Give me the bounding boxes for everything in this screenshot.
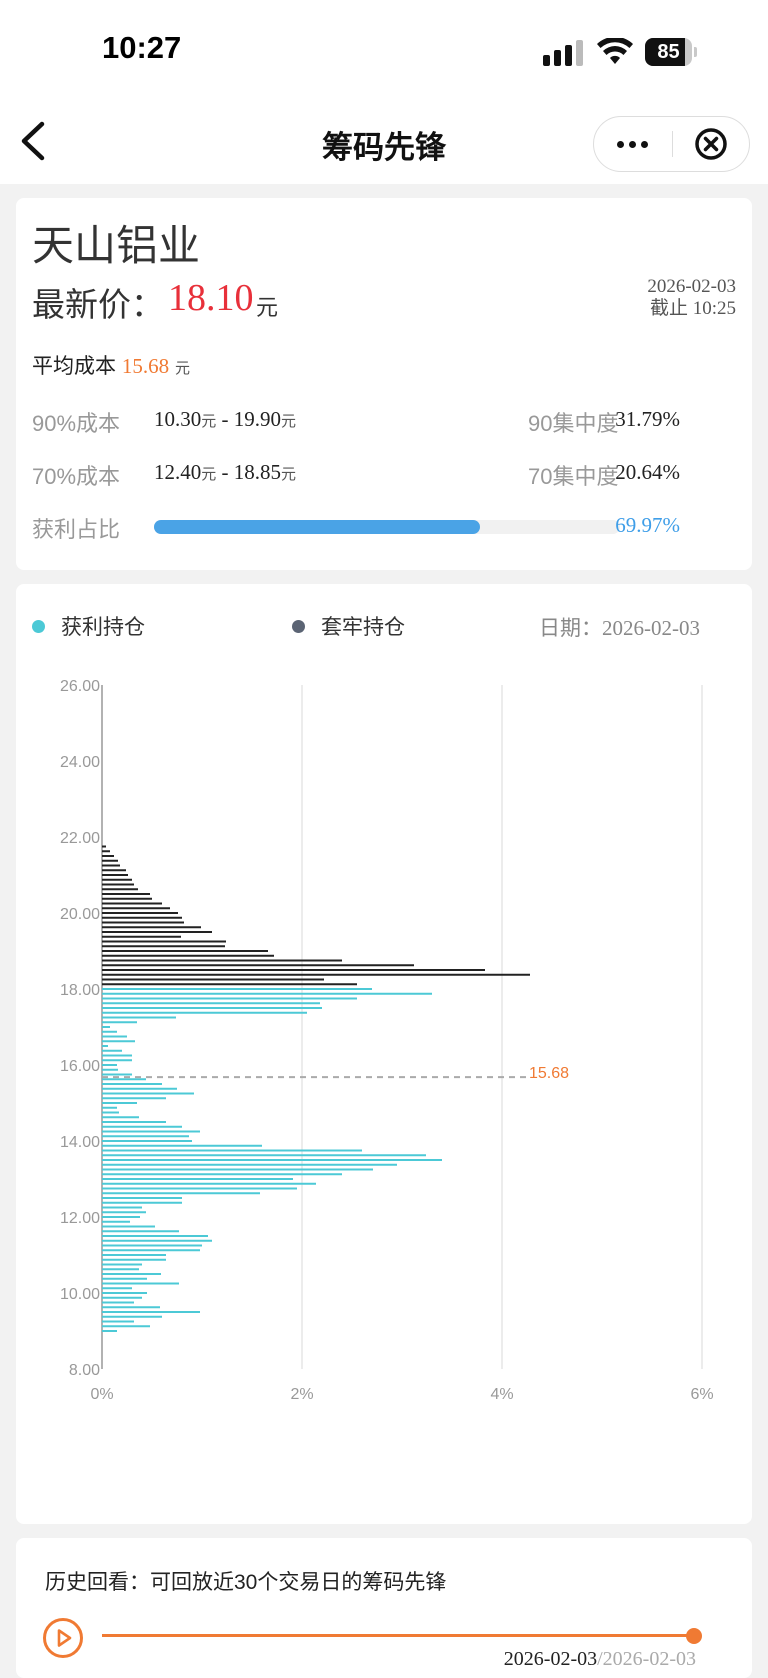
quote-time: 截止 10:25 <box>649 298 736 319</box>
legend-profit-label: 获利持仓 <box>61 616 145 639</box>
y-tick-label: 8.00 <box>69 1362 100 1379</box>
y-tick-label: 22.00 <box>60 830 100 847</box>
slider-track <box>102 1634 696 1637</box>
latest-price: 18.10 <box>168 277 254 319</box>
x-tick-label: 2% <box>290 1386 313 1403</box>
profit-ratio-label: 获利占比 <box>32 517 121 542</box>
average-cost-label: 平均成本 <box>32 355 116 378</box>
cost70-low: 12.40 <box>154 460 202 484</box>
average-cost-unit: 元 <box>174 360 190 377</box>
y-tick-label: 16.00 <box>60 1058 100 1075</box>
legend-trapped-label: 套牢持仓 <box>321 616 405 639</box>
profit-ratio-value: 69.97% <box>615 513 680 537</box>
wifi-icon <box>597 38 633 64</box>
page-title: 筹码先锋 <box>322 130 446 165</box>
chart-date: 日期：2026-02-03 <box>539 612 700 642</box>
average-cost: 平均成本 15.68 元 <box>32 350 190 380</box>
dot-icon <box>629 141 636 148</box>
legend-profit: 获利持仓 <box>32 611 145 641</box>
profit-ratio-fill <box>154 520 481 534</box>
history-current-date: 2026-02-03 <box>503 1648 598 1670</box>
average-cost-line-label: 15.68 <box>529 1065 569 1082</box>
mini-program-capsule <box>593 116 750 172</box>
history-title: 历史回看：可回放近30个交易日的筹码先锋 <box>45 1571 447 1594</box>
legend-trapped: 套牢持仓 <box>292 611 405 641</box>
conc90-label: 90集中度 <box>528 411 619 436</box>
chip-distribution-card: 获利持仓 套牢持仓 日期：2026-02-03 0% 2% 4% 6% 8.00 10.0… <box>16 584 752 1524</box>
latest-price-label: 最新价： <box>32 286 164 323</box>
history-end-date: /2026-02-03 <box>597 1648 696 1670</box>
cost70-label: 70%成本 <box>32 464 121 489</box>
cost90-range: 10.30元 - 19.90元 <box>154 407 296 432</box>
status-bar: 10:27 85 <box>0 0 768 104</box>
play-icon[interactable] <box>42 1617 84 1659</box>
battery-icon: 85 <box>645 38 697 66</box>
cost90-high: 19.90 <box>233 407 282 431</box>
profit-ratio-bar <box>154 520 620 534</box>
conc70-value: 20.64% <box>615 460 680 484</box>
stock-info-card: 天山铝业 最新价： 18.10 元 2026-02-03 截止 10:25 平均… <box>16 198 752 570</box>
range-separator: - <box>216 407 234 431</box>
battery-level: 85 <box>657 41 680 63</box>
navigation-bar: 筹码先锋 <box>0 104 768 184</box>
conc90-value: 31.79% <box>615 407 680 431</box>
legend-dot-icon <box>32 620 45 633</box>
unit: 元 <box>201 414 217 430</box>
y-tick-label: 14.00 <box>60 1134 100 1151</box>
history-date: 2026-02-03/2026-02-03 <box>504 1648 696 1671</box>
cellular-signal-icon <box>543 40 585 66</box>
as-of-time: 2026-02-03 截止 10:25 <box>647 276 736 320</box>
price-unit: 元 <box>256 295 279 320</box>
clock: 10:27 <box>102 30 182 65</box>
average-cost-value: 15.68 <box>121 354 170 378</box>
unit: 元 <box>281 467 297 483</box>
quote-date: 2026-02-03 <box>647 276 736 297</box>
unit: 元 <box>201 467 217 483</box>
legend-dot-icon <box>292 620 305 633</box>
capsule-divider <box>672 131 673 157</box>
chart-date-value: 2026-02-03 <box>602 616 700 640</box>
y-tick-label: 10.00 <box>60 1286 100 1303</box>
history-replay-card: 历史回看：可回放近30个交易日的筹码先锋 2026-02-03/2026-02-… <box>16 1538 752 1678</box>
chip-distribution-chart: 0% 2% 4% 6% 8.00 10.00 12.00 14.00 16.00 18.00 20.… <box>60 678 714 1403</box>
dot-icon <box>617 141 624 148</box>
range-separator: - <box>216 460 234 484</box>
cost70-range: 12.40元 - 18.85元 <box>154 460 296 485</box>
x-tick-label: 0% <box>90 1386 113 1403</box>
y-tick-label: 24.00 <box>60 754 100 771</box>
stock-name: 天山铝业 <box>32 222 201 269</box>
y-tick-label: 20.00 <box>60 906 100 923</box>
y-tick-label: 18.00 <box>60 982 100 999</box>
cost90-label: 90%成本 <box>32 411 121 436</box>
x-tick-label: 6% <box>690 1386 713 1403</box>
cost90-low: 10.30 <box>154 407 202 431</box>
close-circle-icon[interactable] <box>673 117 751 171</box>
conc70-label: 70集中度 <box>528 464 619 489</box>
unit: 元 <box>281 414 297 430</box>
chart-date-label: 日期： <box>539 616 602 640</box>
history-slider[interactable] <box>102 1626 702 1646</box>
slider-handle[interactable] <box>686 1628 702 1644</box>
more-button[interactable] <box>594 117 672 171</box>
y-tick-label: 12.00 <box>60 1210 100 1227</box>
cost70-high: 18.85 <box>233 460 282 484</box>
y-tick-label: 26.00 <box>60 678 100 695</box>
x-tick-label: 4% <box>490 1386 513 1403</box>
back-arrow-icon[interactable] <box>14 116 54 166</box>
dot-icon <box>641 141 648 148</box>
